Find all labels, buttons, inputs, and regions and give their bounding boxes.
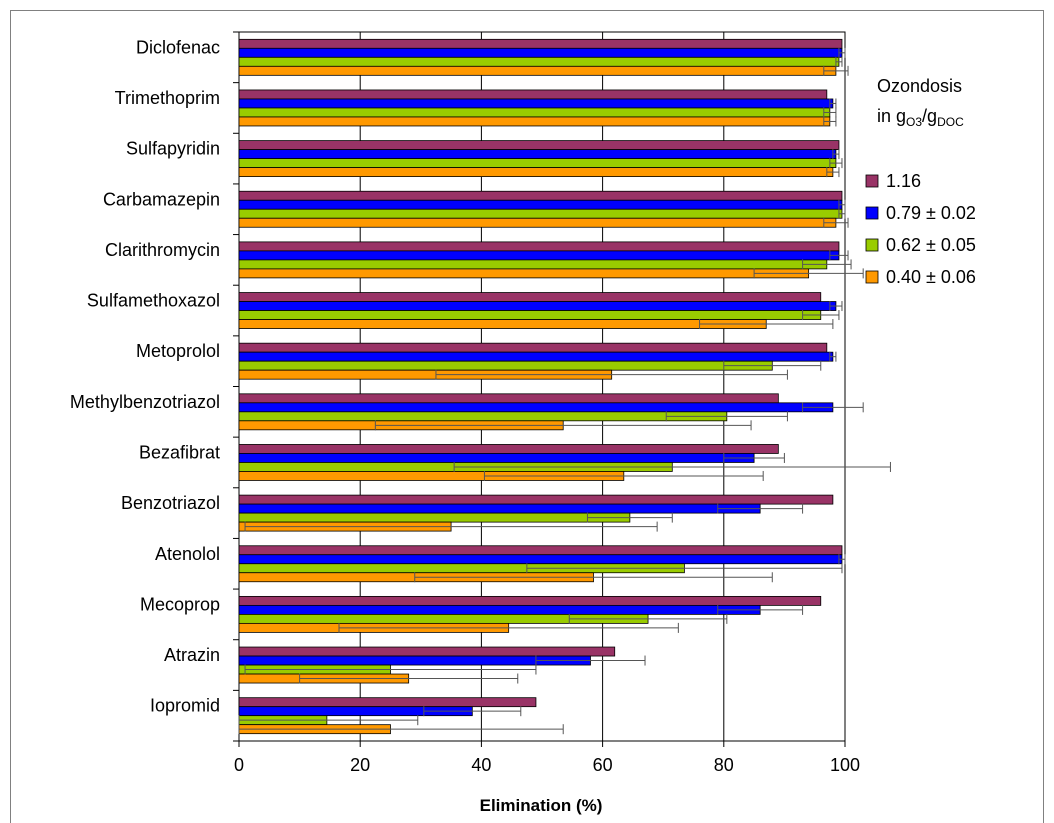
category-label: Metoprolol — [136, 341, 220, 361]
bar — [238, 301, 837, 311]
legend-swatch — [865, 270, 879, 284]
bar — [238, 494, 834, 505]
bar — [238, 208, 843, 219]
bar — [238, 292, 822, 302]
category-label: Bezafibrat — [139, 442, 220, 462]
category-label: Clarithromycin — [105, 240, 220, 260]
bar — [238, 107, 831, 118]
bar — [238, 351, 834, 362]
legend-title-line1: Ozondosis — [877, 76, 962, 96]
x-tick-label: 40 — [471, 755, 491, 775]
bar — [238, 268, 810, 279]
bar — [238, 98, 834, 109]
category-label: Carbamazepin — [103, 189, 220, 209]
x-tick-label: 100 — [830, 755, 860, 775]
plot-area — [238, 31, 846, 742]
bar — [238, 65, 837, 76]
bar — [238, 310, 822, 320]
bar — [238, 158, 837, 169]
legend-swatch — [865, 238, 879, 252]
category-label: Atenolol — [155, 544, 220, 564]
bar — [238, 140, 840, 151]
category-label: Sulfapyridin — [126, 139, 220, 159]
bar — [238, 319, 767, 329]
bar — [238, 149, 837, 160]
bar — [238, 190, 843, 201]
x-tick-label: 80 — [714, 755, 734, 775]
bar — [238, 56, 840, 67]
category-label: Atrazin — [164, 645, 220, 665]
category-label: Iopromid — [150, 696, 220, 716]
legend-swatch — [865, 206, 879, 220]
bar — [238, 217, 837, 228]
category-label: Trimethoprim — [115, 88, 220, 108]
bar — [238, 402, 834, 413]
bar — [238, 47, 843, 58]
error-bars-group — [238, 47, 891, 735]
bar — [238, 411, 728, 422]
bar — [238, 503, 761, 514]
bar — [238, 393, 779, 404]
category-label: Mecoprop — [140, 594, 220, 614]
bar — [238, 241, 840, 252]
legend-title-sub2: DOC — [937, 115, 964, 129]
bar — [238, 116, 831, 127]
bar — [238, 453, 755, 463]
x-axis-title: Elimination (%) — [480, 796, 603, 815]
legend-label: 0.62 ± 0.05 — [886, 235, 976, 255]
bar — [238, 545, 843, 556]
bar — [238, 646, 616, 657]
x-tick-labels: 0 20 40 60 80 100 — [234, 755, 860, 775]
category-label: Sulfamethoxazol — [87, 291, 220, 311]
bar — [238, 342, 828, 353]
category-label: Benzotriazol — [121, 493, 220, 513]
x-tick-label: 0 — [234, 755, 244, 775]
bar — [238, 250, 840, 261]
bar — [238, 554, 843, 565]
legend-title-prefix: in g — [877, 106, 906, 126]
legend-title-mid: /g — [922, 106, 937, 126]
grid-lines — [233, 31, 846, 747]
bar — [238, 697, 537, 708]
legend-label: 1.16 — [886, 171, 921, 191]
legend: Ozondosis in gO3/gDOC 1.16 0.79 ± 0.02 0.6… — [865, 76, 976, 287]
legend-label: 0.40 ± 0.06 — [886, 267, 976, 287]
legend-swatch — [865, 174, 879, 188]
x-tick-label: 60 — [593, 755, 613, 775]
bar — [238, 199, 843, 210]
bar — [238, 604, 761, 615]
bar — [238, 38, 843, 49]
bar — [238, 360, 773, 371]
legend-label: 0.79 ± 0.02 — [886, 203, 976, 223]
bar — [238, 512, 631, 523]
x-tick-label: 20 — [350, 755, 370, 775]
category-label: Methylbenzotriazol — [70, 392, 220, 412]
legend-title-sub1: O3 — [906, 115, 922, 129]
category-label: Diclofenac — [136, 37, 220, 57]
bar — [238, 444, 779, 454]
bars-group — [238, 38, 843, 735]
bar — [238, 167, 834, 178]
bar — [238, 595, 822, 606]
bar — [238, 259, 828, 270]
bar — [238, 89, 828, 100]
category-labels: Diclofenac Trimethoprim Sulfapyridin Carbam… — [70, 37, 220, 715]
legend-title-line2: in gO3/gDOC — [877, 106, 964, 129]
